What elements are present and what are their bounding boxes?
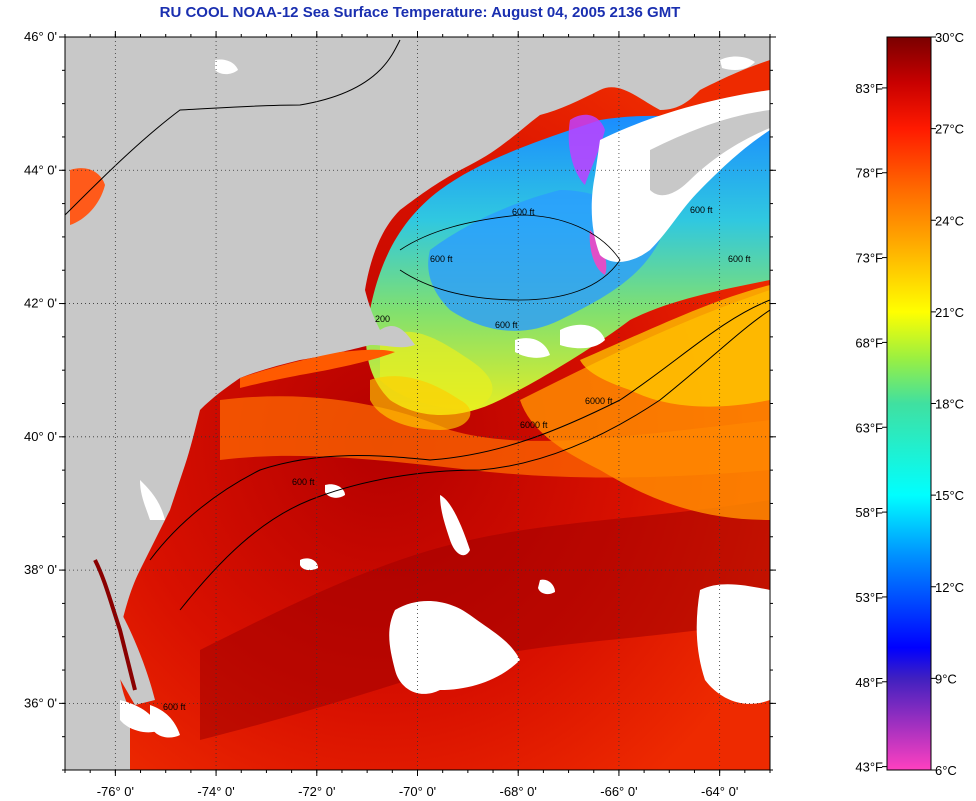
lat-tick-label: 40° 0' [24,429,57,444]
lat-tick-label: 38° 0' [24,562,57,577]
celsius-label: 9°C [935,671,957,686]
lat-tick-label: 46° 0' [24,29,57,44]
lon-tick-label: -76° 0' [97,784,134,799]
eastern-yellow-water [580,285,770,407]
map-panel [65,37,770,770]
fahrenheit-label: 58°F [855,505,883,520]
contour-label: 600 ft [495,320,518,330]
cloud-cover [120,56,770,738]
contour-label: 600 ft [292,477,315,487]
magenta-patch [589,230,607,275]
contour-label: 600 ft [728,254,751,264]
contour-label: 600 ft [512,207,535,217]
colorbar-ticks: 30°C 27°C 24°C 21°C 18°C 15°C 12°C 9°C 6°C 83°F 78… [855,30,964,778]
lon-tick-label: -74° 0' [197,784,234,799]
celsius-label: 27°C [935,122,964,137]
fahrenheit-label: 73°F [855,251,883,266]
fahrenheit-label: 53°F [855,590,883,605]
contour-labels: 600 ft 600 ft 600 ft 600 ft 600 ft 600 ft 6000… [163,205,751,712]
lon-tick-label: -72° 0' [298,784,335,799]
celsius-label: 30°C [935,30,964,45]
lat-tick-label: 44° 0' [24,162,57,177]
lon-tick-label: -68° 0' [500,784,537,799]
lat-tick-label: 36° 0' [24,695,57,710]
land-delmarva [65,560,155,705]
contour-label: 200 [375,314,390,324]
contour-6000ft [179,309,770,611]
lon-tick-label: -64° 0' [701,784,738,799]
fahrenheit-label: 83°F [855,81,883,96]
contour-label: 600 ft [163,702,186,712]
lon-tick-label: -70° 0' [399,784,436,799]
lon-tick-label: -66° 0' [600,784,637,799]
fahrenheit-label: 68°F [855,335,883,350]
fahrenheit-label: 78°F [855,166,883,181]
map-title: RU COOL NOAA-12 Sea Surface Temperature:… [159,4,681,21]
lake-champlain-patch [70,168,105,225]
axis-ticks: 46° 0' 44° 0' 42° 0' 40° 0' 38° 0' 36° 0' -76°… [24,29,776,799]
land-long-island [240,349,395,388]
contour-inner [399,214,621,301]
contour-label: 6000 ft [585,396,613,406]
nantucket-shoals [370,376,471,430]
us-canada-border [65,39,401,216]
contour-label: 6000 ft [520,420,548,430]
colorbar-scale [886,36,932,771]
land-mainland [65,37,770,770]
delaware-bay [140,480,165,520]
fahrenheit-label: 43°F [855,760,883,775]
lat-tick-label: 42° 0' [24,296,57,311]
celsius-label: 12°C [935,580,964,595]
celsius-label: 6°C [935,763,957,778]
chesapeake-bay [93,559,137,691]
fahrenheit-label: 63°F [855,420,883,435]
colorbar: 30°C 27°C 24°C 21°C 18°C 15°C 12°C 9°C 6°C 83°F 78… [855,30,964,778]
fundy-cold-patch [568,114,605,185]
celsius-label: 21°C [935,305,964,320]
celsius-label: 15°C [935,488,964,503]
gulf-stream-core [200,500,770,740]
celsius-label: 24°C [935,213,964,228]
contour-label: 600 ft [690,205,713,215]
fahrenheit-label: 48°F [855,675,883,690]
land-nova-scotia-inner [650,110,770,196]
graticule [65,37,770,770]
contour-600ft [149,299,770,561]
contour-label: 600 ft [430,254,453,264]
celsius-label: 18°C [935,397,964,412]
